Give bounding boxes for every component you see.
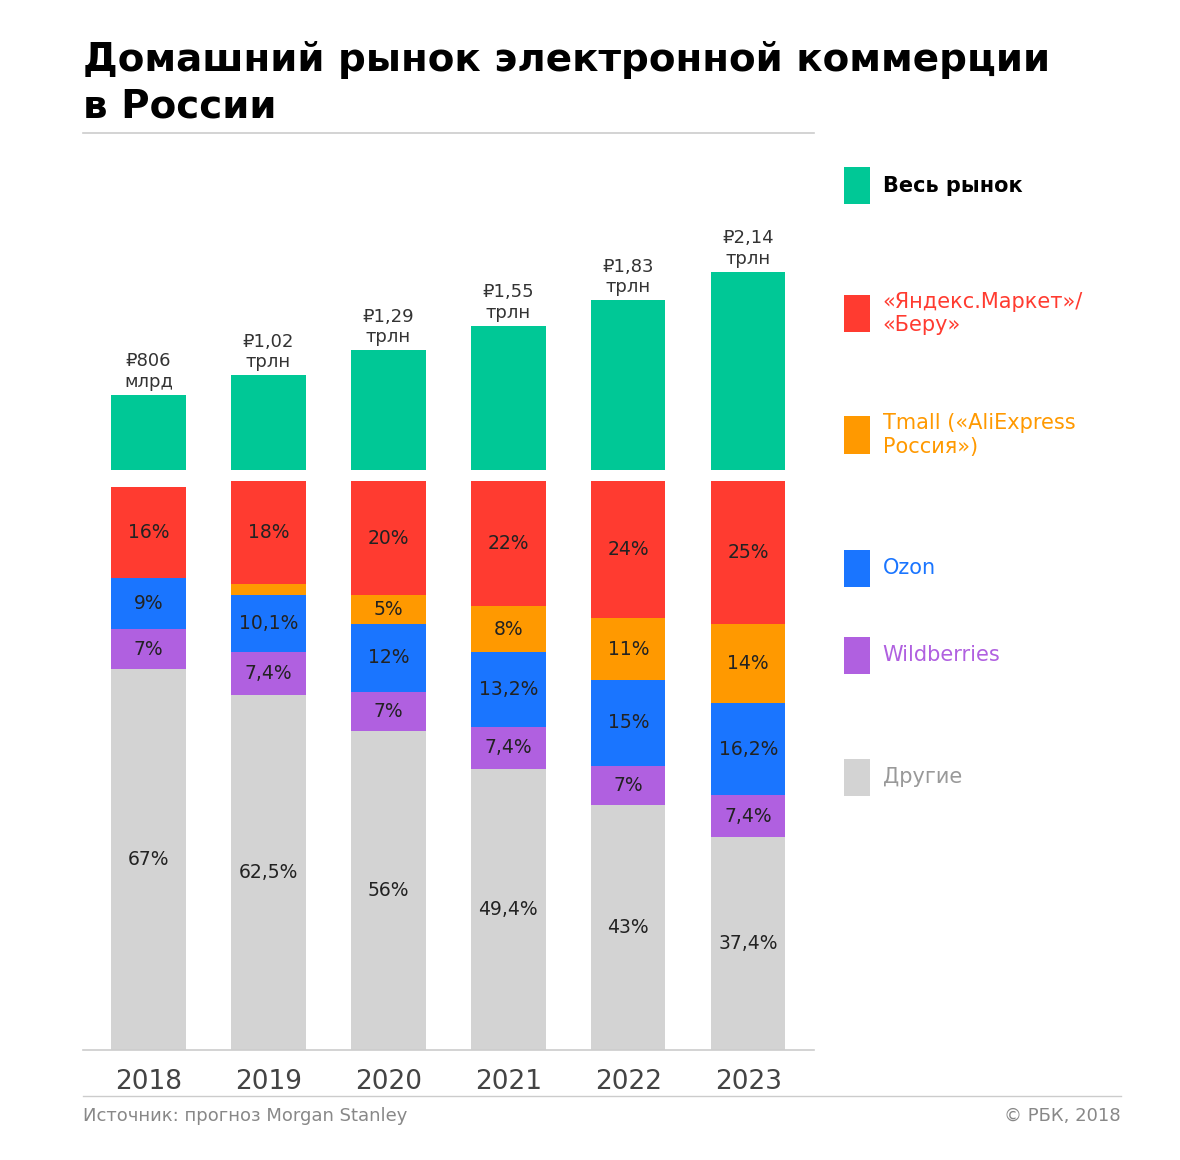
Text: Другие: Другие (883, 767, 962, 788)
Bar (111, 578, 185, 629)
Text: ₽2,14
трлн: ₽2,14 трлн (722, 229, 774, 268)
Bar (231, 583, 306, 595)
Text: 16,2%: 16,2% (719, 740, 778, 759)
Text: 9%: 9% (133, 594, 163, 614)
Bar (352, 691, 426, 732)
Bar (712, 624, 786, 703)
Bar (111, 487, 185, 578)
Bar (111, 396, 185, 470)
Text: 37,4%: 37,4% (719, 934, 778, 954)
Text: 25%: 25% (728, 543, 769, 561)
Text: в России: в России (83, 87, 276, 125)
Text: ₽1,02
трлн: ₽1,02 трлн (243, 333, 294, 371)
Text: 18%: 18% (248, 523, 289, 542)
Text: 7,4%: 7,4% (485, 739, 532, 757)
Bar (471, 481, 545, 607)
Text: 15%: 15% (608, 713, 649, 732)
Text: 7,4%: 7,4% (244, 664, 293, 683)
Text: 13,2%: 13,2% (479, 680, 538, 699)
Text: ₽806
млрд: ₽806 млрд (124, 353, 173, 391)
Text: 22%: 22% (487, 535, 529, 553)
Text: 7%: 7% (374, 702, 404, 722)
Text: 12%: 12% (368, 648, 409, 667)
Text: Ozon: Ozon (883, 558, 936, 579)
Text: 5%: 5% (374, 600, 404, 618)
Text: © РБК, 2018: © РБК, 2018 (1004, 1107, 1121, 1125)
Bar (471, 326, 545, 470)
Bar (591, 805, 666, 1050)
Bar (352, 624, 426, 691)
Text: Wildberries: Wildberries (883, 645, 1001, 666)
Bar (712, 838, 786, 1050)
Text: Домашний рынок электронной коммерции: Домашний рынок электронной коммерции (83, 41, 1050, 79)
Text: 7%: 7% (133, 639, 163, 659)
Text: 67%: 67% (127, 850, 169, 869)
Text: 62,5%: 62,5% (238, 863, 299, 882)
Bar (471, 769, 545, 1050)
Bar (352, 595, 426, 624)
Text: «Яндекс.Маркет»/
«Беру»: «Яндекс.Маркет»/ «Беру» (883, 291, 1083, 335)
Text: 43%: 43% (608, 918, 649, 937)
Bar (712, 703, 786, 795)
Bar (591, 680, 666, 766)
Text: 16%: 16% (127, 523, 169, 542)
Bar (231, 595, 306, 652)
Text: 8%: 8% (493, 619, 523, 639)
Bar (471, 652, 545, 727)
Text: ₽1,83
трлн: ₽1,83 трлн (603, 258, 654, 296)
Bar (231, 695, 306, 1050)
Text: 11%: 11% (608, 639, 649, 659)
Bar (231, 652, 306, 695)
Text: 20%: 20% (368, 529, 409, 548)
Bar (352, 481, 426, 595)
Bar (111, 669, 185, 1050)
Bar (591, 300, 666, 470)
Text: 14%: 14% (727, 654, 769, 673)
Bar (471, 607, 545, 652)
Bar (712, 481, 786, 624)
Bar (591, 481, 666, 618)
Bar (352, 350, 426, 470)
Bar (712, 795, 786, 838)
Text: ₽1,55
трлн: ₽1,55 трлн (483, 283, 535, 322)
Text: 7%: 7% (614, 776, 643, 795)
Text: Tmall («AliExpress
Россия»): Tmall («AliExpress Россия») (883, 413, 1075, 457)
Bar (231, 376, 306, 470)
Text: ₽1,29
трлн: ₽1,29 трлн (362, 307, 414, 347)
Text: Весь рынок: Весь рынок (883, 175, 1022, 196)
Bar (111, 629, 185, 669)
Text: Источник: прогноз Morgan Stanley: Источник: прогноз Morgan Stanley (83, 1107, 407, 1125)
Bar (591, 618, 666, 680)
Text: 49,4%: 49,4% (479, 900, 538, 919)
Bar (712, 271, 786, 470)
Text: 56%: 56% (368, 882, 409, 900)
Bar (591, 766, 666, 805)
Text: 7,4%: 7,4% (725, 806, 772, 826)
Text: 10,1%: 10,1% (238, 615, 299, 633)
Bar (471, 727, 545, 769)
Bar (231, 481, 306, 583)
Bar (352, 732, 426, 1050)
Text: 24%: 24% (608, 541, 649, 559)
